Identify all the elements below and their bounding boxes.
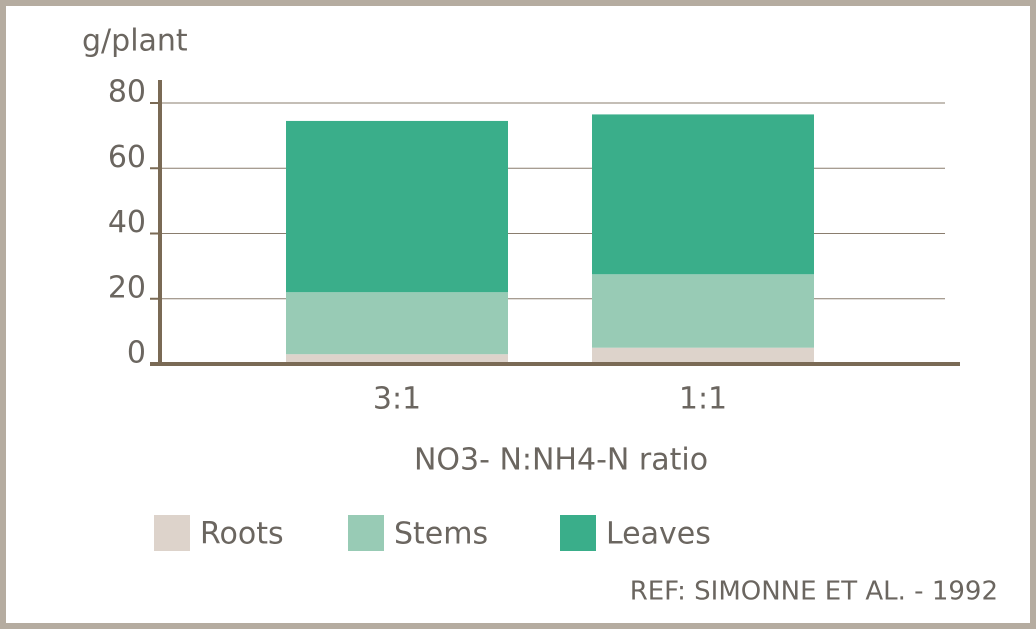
x-tick-label: 3:1 (373, 382, 421, 417)
x-axis-label: NO3- N:NH4-N ratio (414, 443, 708, 478)
bar-segment (286, 292, 508, 355)
legend-swatch (560, 515, 596, 551)
y-tick-label: 40 (108, 205, 146, 240)
legend-label: Leaves (606, 517, 711, 552)
bar-segment (592, 114, 814, 275)
y-tick-label: 80 (108, 75, 146, 110)
legend-swatch (154, 515, 190, 551)
y-tick-label: 20 (108, 270, 146, 305)
legend-label: Roots (200, 517, 284, 552)
y-axis-label: g/plant (82, 24, 188, 59)
y-tick-label: 60 (108, 140, 146, 175)
legend-label: Stems (394, 517, 488, 552)
bar-segment (286, 354, 508, 364)
bar-segment (592, 274, 814, 348)
bar-segment (592, 347, 814, 364)
y-tick-label: 0 (127, 336, 146, 371)
source-note: REF: SIMONNE ET AL. - 1992 (630, 577, 998, 607)
bar-segment (286, 120, 508, 293)
legend-swatch (348, 515, 384, 551)
x-tick-label: 1:1 (679, 382, 727, 417)
